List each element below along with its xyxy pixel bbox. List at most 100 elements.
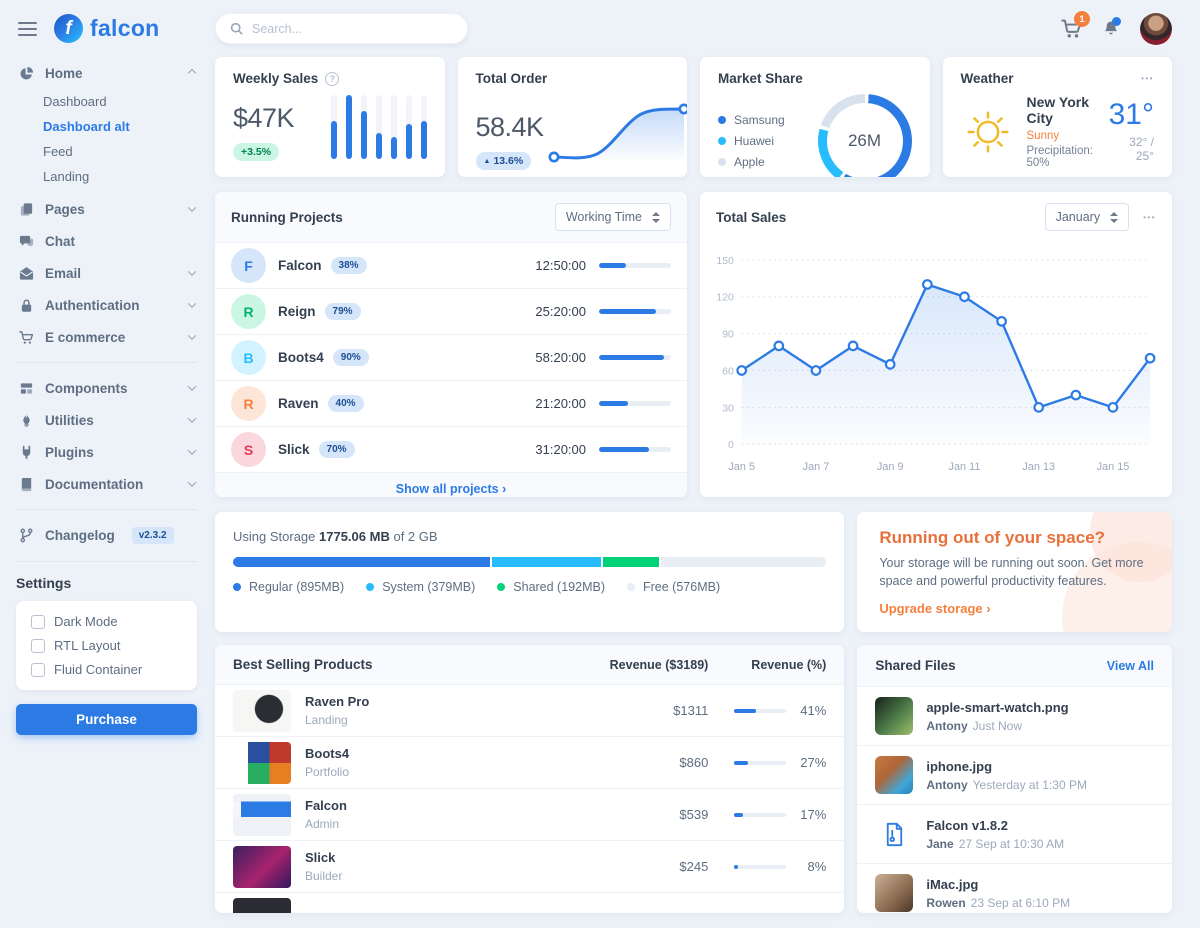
sidebar-item-landing[interactable]: Landing	[43, 164, 197, 189]
sidebar-item-feed[interactable]: Feed	[43, 139, 197, 164]
product-name-link[interactable]: Slick	[305, 850, 342, 865]
fluid-container-checkbox-row[interactable]: Fluid Container	[31, 662, 182, 677]
product-revenue-bar	[734, 709, 786, 713]
caret-up-icon: ▲	[484, 158, 491, 165]
sidebar-item-documentation[interactable]: Documentation	[16, 468, 197, 500]
product-name-link[interactable]: Raven Pro	[305, 694, 369, 709]
puzzle-icon	[18, 380, 34, 396]
sidebar-item-chat[interactable]: Chat	[16, 225, 197, 257]
sidebar-item-plugins[interactable]: Plugins	[16, 436, 197, 468]
main-content: Weekly Sales ? $47K +3.5% Total Order 58…	[215, 57, 1172, 928]
sidebar-item-authentication[interactable]: Authentication	[16, 289, 197, 321]
sidebar-item-dashboard[interactable]: Dashboard	[43, 89, 197, 114]
month-select[interactable]: January	[1045, 203, 1129, 231]
total-order-title: Total Order	[476, 71, 548, 86]
project-avatar: R	[231, 386, 266, 421]
svg-text:90: 90	[722, 330, 734, 341]
purchase-button[interactable]: Purchase	[16, 704, 197, 735]
weather-menu-icon[interactable]: •••	[1141, 74, 1154, 83]
file-time: Yesterday at 1:30 PM	[973, 778, 1087, 792]
chevron-up-icon	[188, 69, 196, 77]
show-all-projects-link[interactable]: Show all projects ›	[215, 473, 687, 497]
file-meta: Antony Yesterday at 1:30 PM	[926, 778, 1087, 792]
checkbox[interactable]	[31, 663, 45, 677]
weekly-sales-title: Weekly Sales	[233, 71, 318, 86]
file-name-link[interactable]: Falcon v1.8.2	[926, 818, 1064, 833]
weekly-sales-badge: +3.5%	[233, 143, 279, 161]
file-name-link[interactable]: iMac.jpg	[926, 877, 1070, 892]
svg-text:Jan 7: Jan 7	[803, 461, 830, 473]
falcon-logo[interactable]: f falcon	[54, 14, 160, 43]
notification-dot	[1112, 17, 1121, 26]
sidebar-item-e-commerce[interactable]: E commerce	[16, 321, 197, 353]
project-time: 21:20:00	[535, 396, 586, 411]
file-name-link[interactable]: iphone.jpg	[926, 759, 1087, 774]
divider	[16, 362, 197, 363]
sidebar-item-email[interactable]: Email	[16, 257, 197, 289]
project-progress-badge: 70%	[319, 441, 355, 458]
rtl-layout-checkbox-row[interactable]: RTL Layout	[31, 638, 182, 653]
search-input[interactable]	[252, 22, 453, 36]
file-author: Antony	[926, 778, 967, 792]
view-all-link[interactable]: View All	[1107, 659, 1154, 673]
svg-text:Jan 5: Jan 5	[728, 461, 755, 473]
weather-range: 32° / 25°	[1109, 135, 1154, 163]
project-name-link[interactable]: Raven	[278, 396, 319, 411]
notifications-button[interactable]	[1101, 19, 1121, 39]
legend-item-apple: Apple	[718, 155, 785, 169]
sidebar-item-home[interactable]: Home	[16, 57, 197, 89]
file-author: Jane	[926, 837, 953, 851]
file-name-link[interactable]: apple-smart-watch.png	[926, 700, 1068, 715]
hamburger-menu-icon[interactable]	[16, 20, 39, 38]
file-thumbnail	[875, 874, 913, 912]
bar	[361, 95, 367, 159]
total-order-line-chart	[544, 95, 687, 170]
product-name-link[interactable]: Boots4	[305, 746, 349, 761]
file-row-iphone-jpg: iphone.jpg Antony Yesterday at 1:30 PM	[857, 745, 1172, 804]
upgrade-storage-link[interactable]: Upgrade storage ›	[879, 601, 990, 616]
sidebar-item-utilities[interactable]: Utilities	[16, 404, 197, 436]
sidebar-item-changelog[interactable]: Changelog v2.3.2	[16, 519, 197, 552]
checkbox[interactable]	[31, 639, 45, 653]
branch-icon	[18, 528, 34, 544]
sidebar-item-label: Components	[45, 381, 128, 396]
weather-card: Weather ••• New York City Sunny Precipit…	[943, 57, 1173, 177]
product-revenue-bar	[734, 761, 786, 765]
divider	[16, 509, 197, 510]
legend-label: Regular (895MB)	[249, 580, 344, 594]
dark-mode-checkbox-row[interactable]: Dark Mode	[31, 614, 182, 629]
product-name-link[interactable]: Falcon	[305, 798, 347, 813]
search-box[interactable]	[215, 13, 468, 44]
checkbox[interactable]	[31, 615, 45, 629]
user-avatar[interactable]	[1140, 13, 1172, 45]
project-name-link[interactable]: Reign	[278, 304, 316, 319]
legend-item-samsung: Samsung	[718, 113, 785, 127]
product-revenue-pct: 27%	[796, 755, 826, 770]
product-thumbnail	[233, 690, 291, 732]
project-name-link[interactable]: Slick	[278, 442, 310, 457]
divider	[16, 561, 197, 562]
sidebar-item-components[interactable]: Components	[16, 372, 197, 404]
total-sales-menu-icon[interactable]: •••	[1143, 213, 1156, 222]
sidebar-item-dashboard-alt[interactable]: Dashboard alt	[43, 114, 197, 139]
product-revenue-pct: 17%	[796, 807, 826, 822]
project-time: 25:20:00	[535, 304, 586, 319]
version-badge: v2.3.2	[132, 527, 174, 544]
project-name-link[interactable]: Boots4	[278, 350, 324, 365]
sidebar-item-label: Chat	[45, 234, 75, 249]
project-name-link[interactable]: Falcon	[278, 258, 322, 273]
cart-button[interactable]: 1	[1061, 18, 1082, 39]
product-category: Builder	[305, 869, 342, 883]
legend-dot	[718, 158, 726, 166]
checkbox-label: Dark Mode	[54, 614, 118, 629]
promo-body: Your storage will be running out soon. G…	[879, 554, 1149, 590]
sidebar-item-label: Changelog	[45, 528, 115, 543]
weekly-sales-bar-chart	[331, 95, 427, 159]
working-time-select[interactable]: Working Time	[555, 203, 671, 231]
sidebar-item-pages[interactable]: Pages	[16, 193, 197, 225]
